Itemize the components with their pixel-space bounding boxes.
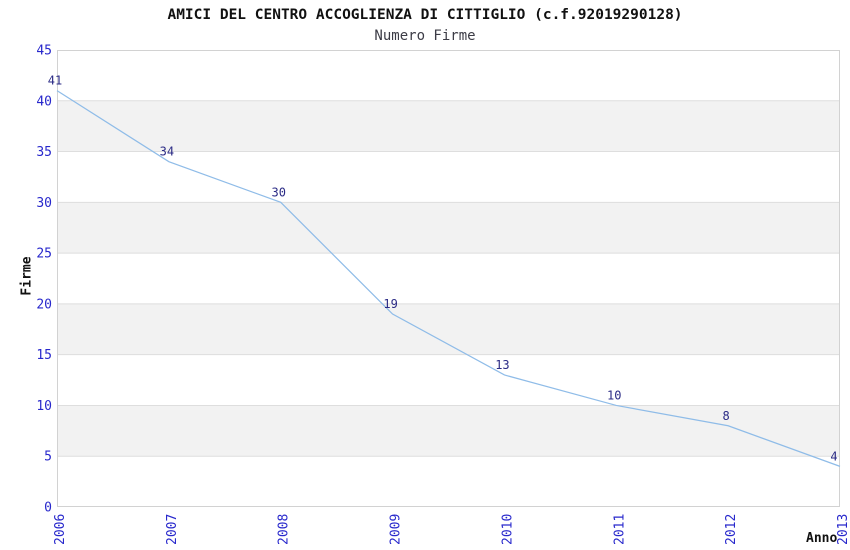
y-tick-label: 40: [36, 94, 52, 109]
y-tick-label: 45: [36, 44, 52, 59]
alt-band: [57, 202, 840, 254]
alt-band: [57, 100, 840, 152]
y-tick-label: 25: [36, 247, 52, 262]
y-tick-label: 10: [36, 399, 52, 414]
y-tick-label: 20: [36, 297, 52, 312]
chart-title: AMICI DEL CENTRO ACCOGLIENZA DI CITTIGLI…: [167, 7, 683, 23]
x-tick-label: 2012: [724, 514, 739, 545]
data-point-label: 4: [830, 449, 837, 463]
data-point-label: 30: [271, 185, 285, 199]
alt-band: [57, 303, 840, 355]
data-point-label: 34: [160, 145, 174, 159]
chart-subtitle: Numero Firme: [374, 28, 476, 44]
y-tick-label: 35: [36, 145, 52, 160]
y-tick-label: 15: [36, 348, 52, 363]
data-point-label: 41: [48, 74, 62, 88]
x-axis-label: Anno: [806, 531, 838, 546]
x-tick-label: 2009: [389, 514, 404, 545]
x-tick-label: 2007: [165, 514, 180, 545]
y-tick-label: 30: [36, 196, 52, 211]
plot-border: [57, 50, 840, 507]
data-point-label: 13: [495, 358, 509, 372]
data-point-label: 8: [723, 409, 730, 423]
x-tick-label: 2006: [53, 514, 68, 545]
x-tick-label: 2013: [836, 514, 850, 545]
data-point-label: 10: [607, 388, 621, 402]
x-tick-label: 2011: [612, 514, 627, 545]
y-tick-label: 0: [44, 501, 52, 516]
x-tick-label: 2008: [277, 514, 292, 545]
x-tick-label: 2010: [500, 514, 515, 545]
data-point-label: 19: [383, 297, 397, 311]
series-line: [56, 90, 841, 467]
y-tick-label: 5: [44, 450, 52, 465]
alt-band: [57, 405, 840, 457]
